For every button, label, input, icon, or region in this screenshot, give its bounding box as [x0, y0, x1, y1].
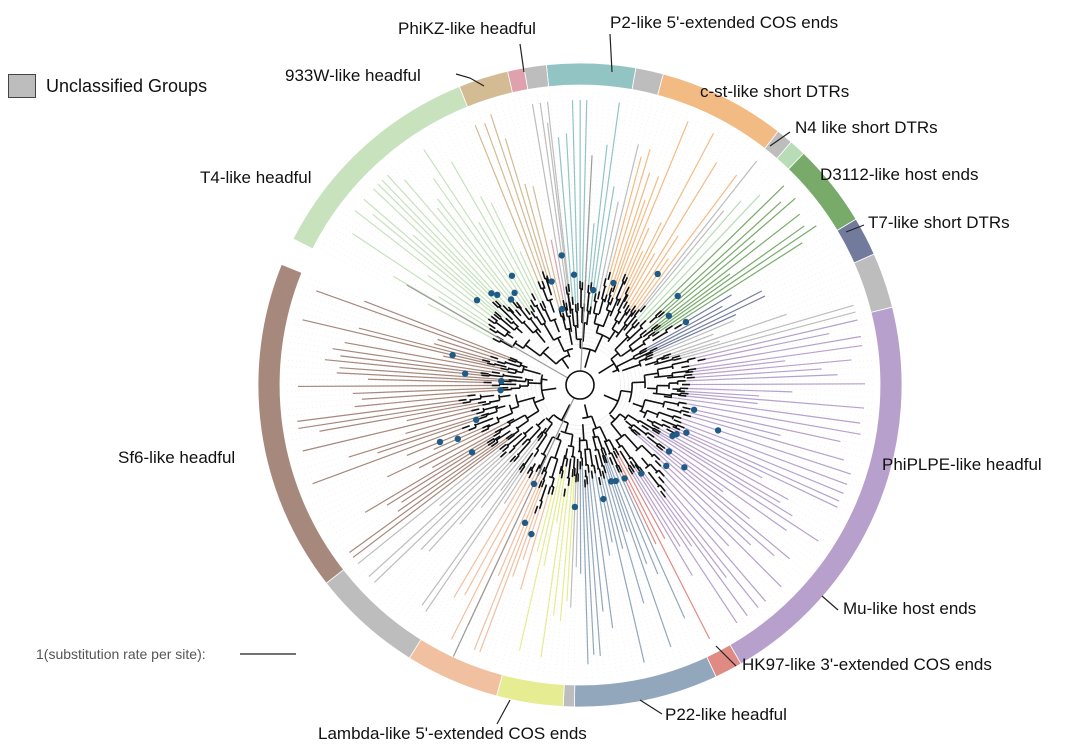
legend: Unclassified Groups: [8, 74, 207, 98]
label-cst: c-st-like short DTRs: [700, 82, 849, 101]
tip-marker: [530, 480, 538, 488]
label-n4: N4 like short DTRs: [795, 118, 938, 137]
tip-marker: [638, 470, 645, 477]
tip-marker: [682, 318, 690, 326]
ring-segment: [853, 253, 893, 313]
tip-marker: [571, 503, 579, 511]
ring-segment: [573, 656, 717, 708]
tip-marker: [521, 519, 529, 527]
tip-marker: [497, 386, 504, 394]
tip-marker: [607, 478, 615, 485]
tip-marker: [507, 296, 515, 303]
tip-marker: [683, 429, 690, 436]
label-d3112: D3112-like host ends: [820, 165, 978, 184]
tip-marker: [570, 271, 578, 278]
tip-marker: [454, 435, 462, 443]
label-phiplpe: PhiPLPE-like headful: [882, 455, 1042, 474]
label-t4: T4-like headful: [200, 168, 312, 187]
tip-marker: [558, 252, 565, 259]
tip-marker: [714, 427, 722, 434]
tip-marker: [436, 438, 444, 446]
label-t7: T7-like short DTRs: [868, 213, 1010, 232]
label-phikz: PhiKZ-like headful: [398, 19, 536, 38]
label-mu: Mu-like host ends: [843, 599, 976, 618]
legend-swatch-icon: [8, 74, 36, 98]
scale-bar: 1(substitution rate per site):: [36, 646, 296, 662]
ring-segment: [257, 263, 345, 584]
tip-marker: [473, 416, 480, 424]
tip-marker: [488, 290, 495, 297]
tip-marker: [498, 377, 505, 385]
tip-marker: [468, 449, 476, 456]
tip-marker: [669, 432, 676, 440]
ring-segment: [325, 569, 422, 659]
tip-marker: [473, 297, 481, 304]
tip-marker: [665, 448, 673, 455]
tip-marker: [665, 312, 673, 320]
ring-segment: [458, 70, 513, 108]
tip-marker: [461, 370, 469, 377]
label-933w: 933W-like headful: [285, 66, 421, 85]
tip-marker: [610, 279, 617, 287]
tip-marker: [548, 278, 555, 285]
label-sf6: Sf6-like headful: [118, 448, 235, 467]
ring-segment: [408, 638, 503, 697]
tip-marker: [612, 477, 619, 485]
label-p22: P22-like headful: [665, 705, 787, 724]
tip-marker: [494, 291, 501, 299]
tip-marker: [511, 289, 518, 297]
tip-marker: [528, 530, 535, 538]
tip-marker: [508, 272, 516, 279]
label-hk97: HK97-like 3'-extended COS ends: [742, 655, 992, 674]
scale-bar-label: 1(substitution rate per site):: [36, 646, 206, 662]
tip-marker: [674, 292, 681, 300]
ring-segment: [545, 62, 637, 91]
ring-segment: [562, 684, 576, 708]
tip-marker: [663, 462, 670, 470]
label-p2: P2-like 5'-extended COS ends: [610, 13, 838, 32]
tip-marker: [621, 475, 628, 482]
tip-marker: [558, 305, 566, 313]
ring-segment: [523, 64, 550, 91]
tip-marker: [600, 495, 607, 503]
tip-marker: [449, 351, 456, 359]
label-lambda: Lambda-like 5'-extended COS ends: [318, 724, 587, 743]
legend-label: Unclassified Groups: [46, 75, 208, 96]
ring-segment: [496, 674, 565, 707]
tip-marker: [690, 406, 698, 413]
tip-marker: [654, 270, 661, 278]
tip-marker: [681, 464, 688, 471]
group-labels: P2-like 5'-extended COS ends PhiKZ-like …: [118, 13, 1042, 743]
group-ring: [257, 62, 903, 708]
tree-tip-markers: [436, 252, 722, 538]
tip-marker: [590, 286, 597, 294]
tree-branches: [285, 90, 875, 680]
